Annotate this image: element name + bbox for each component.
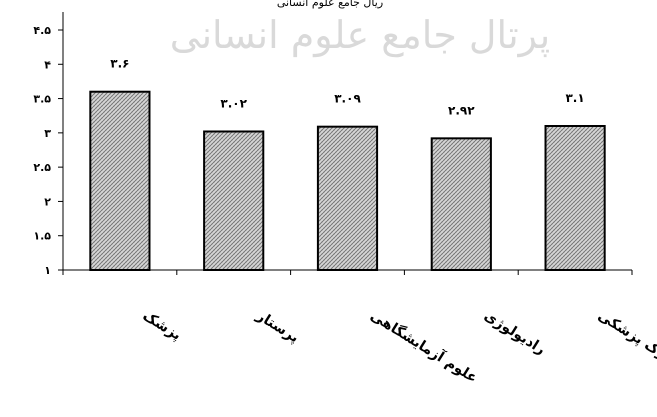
category-label: مدارک پزشکی [595, 308, 657, 374]
bar [203, 130, 265, 271]
category-labels: پزشک پرستار علوم آزمایشگاهی رادیولوژی مدارک … [140, 306, 657, 386]
category-label: رادیولوژی [481, 308, 548, 358]
y-tick-label: ۲.۵ [33, 161, 51, 174]
y-tick-label: ۱.۵ [33, 230, 51, 243]
data-label: ۳.۱ [565, 91, 584, 105]
y-tick-label: ۲ [44, 195, 51, 208]
data-label: ۲.۹۲ [448, 103, 475, 117]
y-tick-label: ۳.۵ [33, 93, 51, 106]
bars [89, 90, 606, 272]
header-note: ریال جامع علوم انسانی [277, 0, 383, 9]
data-label: ۳.۰۹ [334, 92, 361, 106]
category-label: علوم آزمایشگاهی [367, 306, 481, 386]
data-labels: ۳.۶ ۳.۰۲ ۳.۰۹ ۲.۹۲ ۳.۱ [110, 57, 584, 118]
y-tick-label: ۳ [44, 127, 51, 140]
data-label: ۳.۶ [110, 57, 129, 71]
watermark: پرتال جامع علوم انسانی [170, 13, 550, 58]
bar [544, 125, 606, 271]
data-label: ۳.۰۲ [220, 96, 247, 110]
y-tick-label: ۴ [44, 58, 51, 71]
y-tick-label: ۴.۵ [33, 24, 51, 37]
category-label: پزشک [140, 308, 184, 344]
bar [430, 137, 492, 271]
bar [89, 90, 151, 272]
bar [316, 125, 379, 271]
category-label: پرستار [253, 307, 302, 346]
y-axis: ۱ ۱.۵ ۲ ۲.۵ ۳ ۳.۵ ۴ ۴.۵ [33, 12, 64, 277]
y-tick-label: ۱ [44, 264, 51, 277]
